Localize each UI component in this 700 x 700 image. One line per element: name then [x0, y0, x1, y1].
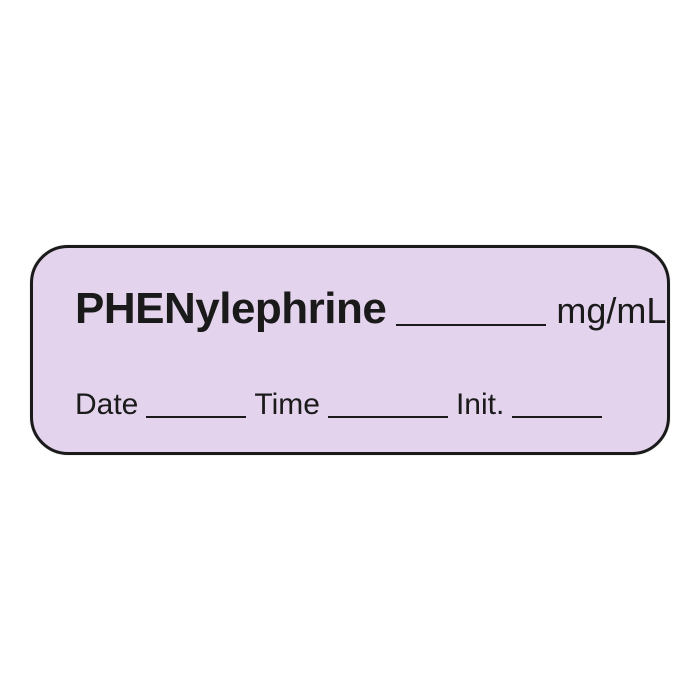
concentration-blank[interactable]: [396, 324, 546, 326]
date-label: Date: [75, 388, 138, 422]
info-row: Date Time Init.: [75, 388, 625, 422]
drug-row: PHENylephrine mg/mL: [75, 284, 625, 334]
init-label: Init.: [456, 388, 504, 422]
drug-name: PHENylephrine: [75, 284, 386, 334]
date-blank[interactable]: [146, 416, 246, 418]
time-blank[interactable]: [328, 416, 448, 418]
init-blank[interactable]: [512, 416, 602, 418]
anesthesia-label: PHENylephrine mg/mL Date Time Init.: [30, 245, 670, 455]
time-label: Time: [254, 388, 320, 422]
unit-label: mg/mL: [556, 290, 666, 332]
